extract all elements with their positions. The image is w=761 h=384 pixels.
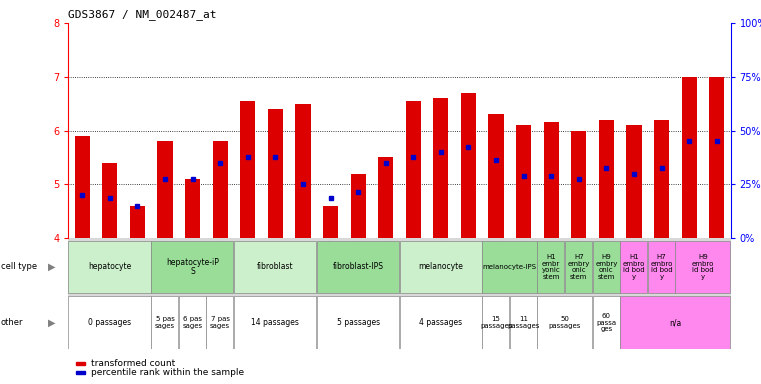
Bar (378, 157, 393, 238)
Text: H9
embro
id bod
y: H9 embro id bod y (692, 254, 714, 280)
Bar (565, 240, 592, 293)
Text: transformed count: transformed count (91, 359, 176, 368)
Bar (317, 240, 399, 293)
Text: 14 passages: 14 passages (251, 318, 299, 327)
Bar (151, 296, 178, 349)
Text: fibroblast-IPS: fibroblast-IPS (333, 262, 384, 271)
Bar (510, 296, 537, 349)
Bar (537, 240, 565, 293)
Text: GDS3867 / NM_002487_at: GDS3867 / NM_002487_at (68, 10, 217, 20)
Text: 7 pas
sages: 7 pas sages (210, 316, 231, 329)
Bar (543, 122, 559, 238)
Bar (75, 136, 90, 238)
Text: H9
embry
onic
stem: H9 embry onic stem (595, 254, 618, 280)
Bar (400, 240, 482, 293)
Bar (130, 206, 145, 238)
Text: 60
passa
ges: 60 passa ges (597, 313, 616, 332)
Bar (185, 179, 200, 238)
Text: melanocyte: melanocyte (419, 262, 463, 271)
Text: H1
embr
yonic
stem: H1 embr yonic stem (542, 254, 561, 280)
Bar (461, 93, 476, 238)
Bar (648, 240, 675, 293)
Text: ▶: ▶ (48, 318, 56, 328)
Text: melanocyte-IPS: melanocyte-IPS (483, 264, 537, 270)
Bar (268, 109, 283, 238)
Bar (295, 104, 310, 238)
Bar (234, 296, 317, 349)
Text: 5 pas
sages: 5 pas sages (155, 316, 175, 329)
Bar (676, 240, 730, 293)
Bar (482, 240, 537, 293)
Text: other: other (1, 318, 24, 327)
Bar (516, 125, 531, 238)
Bar (234, 240, 317, 293)
Text: 11
passages: 11 passages (508, 316, 540, 329)
Text: n/a: n/a (669, 318, 682, 327)
Bar (317, 296, 399, 349)
Bar (179, 296, 206, 349)
Text: 50
passages: 50 passages (549, 316, 581, 329)
Bar (102, 163, 117, 238)
Text: 4 passages: 4 passages (419, 318, 463, 327)
Bar (400, 296, 482, 349)
Text: hepatocyte-iP
S: hepatocyte-iP S (166, 258, 219, 276)
Text: fibroblast: fibroblast (257, 262, 294, 271)
Bar (489, 114, 504, 238)
Text: 6 pas
sages: 6 pas sages (183, 316, 202, 329)
Text: 0 passages: 0 passages (88, 318, 132, 327)
Bar (709, 77, 724, 238)
Bar (593, 240, 619, 293)
Text: 5 passages: 5 passages (336, 318, 380, 327)
Text: ▶: ▶ (48, 262, 56, 272)
Bar (158, 141, 173, 238)
Bar (620, 296, 730, 349)
Text: 15
passages: 15 passages (480, 316, 512, 329)
Bar (682, 77, 697, 238)
Text: H7
embro
id bod
y: H7 embro id bod y (651, 254, 673, 280)
Text: percentile rank within the sample: percentile rank within the sample (91, 368, 244, 377)
Bar (240, 101, 256, 238)
Bar (654, 120, 669, 238)
Bar (68, 296, 151, 349)
Bar (593, 296, 619, 349)
Bar (599, 120, 614, 238)
Text: cell type: cell type (1, 262, 37, 271)
Bar (323, 206, 338, 238)
Bar (620, 240, 648, 293)
Bar (351, 174, 366, 238)
Bar (537, 296, 592, 349)
Bar (482, 296, 509, 349)
Bar (626, 125, 642, 238)
Bar (68, 240, 151, 293)
Bar (212, 141, 228, 238)
Text: H7
embry
onic
stem: H7 embry onic stem (568, 254, 590, 280)
Bar (151, 240, 234, 293)
Bar (572, 131, 587, 238)
Bar (406, 101, 421, 238)
Text: hepatocyte: hepatocyte (88, 262, 132, 271)
Bar (206, 296, 234, 349)
Bar (433, 98, 448, 238)
Text: H1
embro
id bod
y: H1 embro id bod y (622, 254, 645, 280)
